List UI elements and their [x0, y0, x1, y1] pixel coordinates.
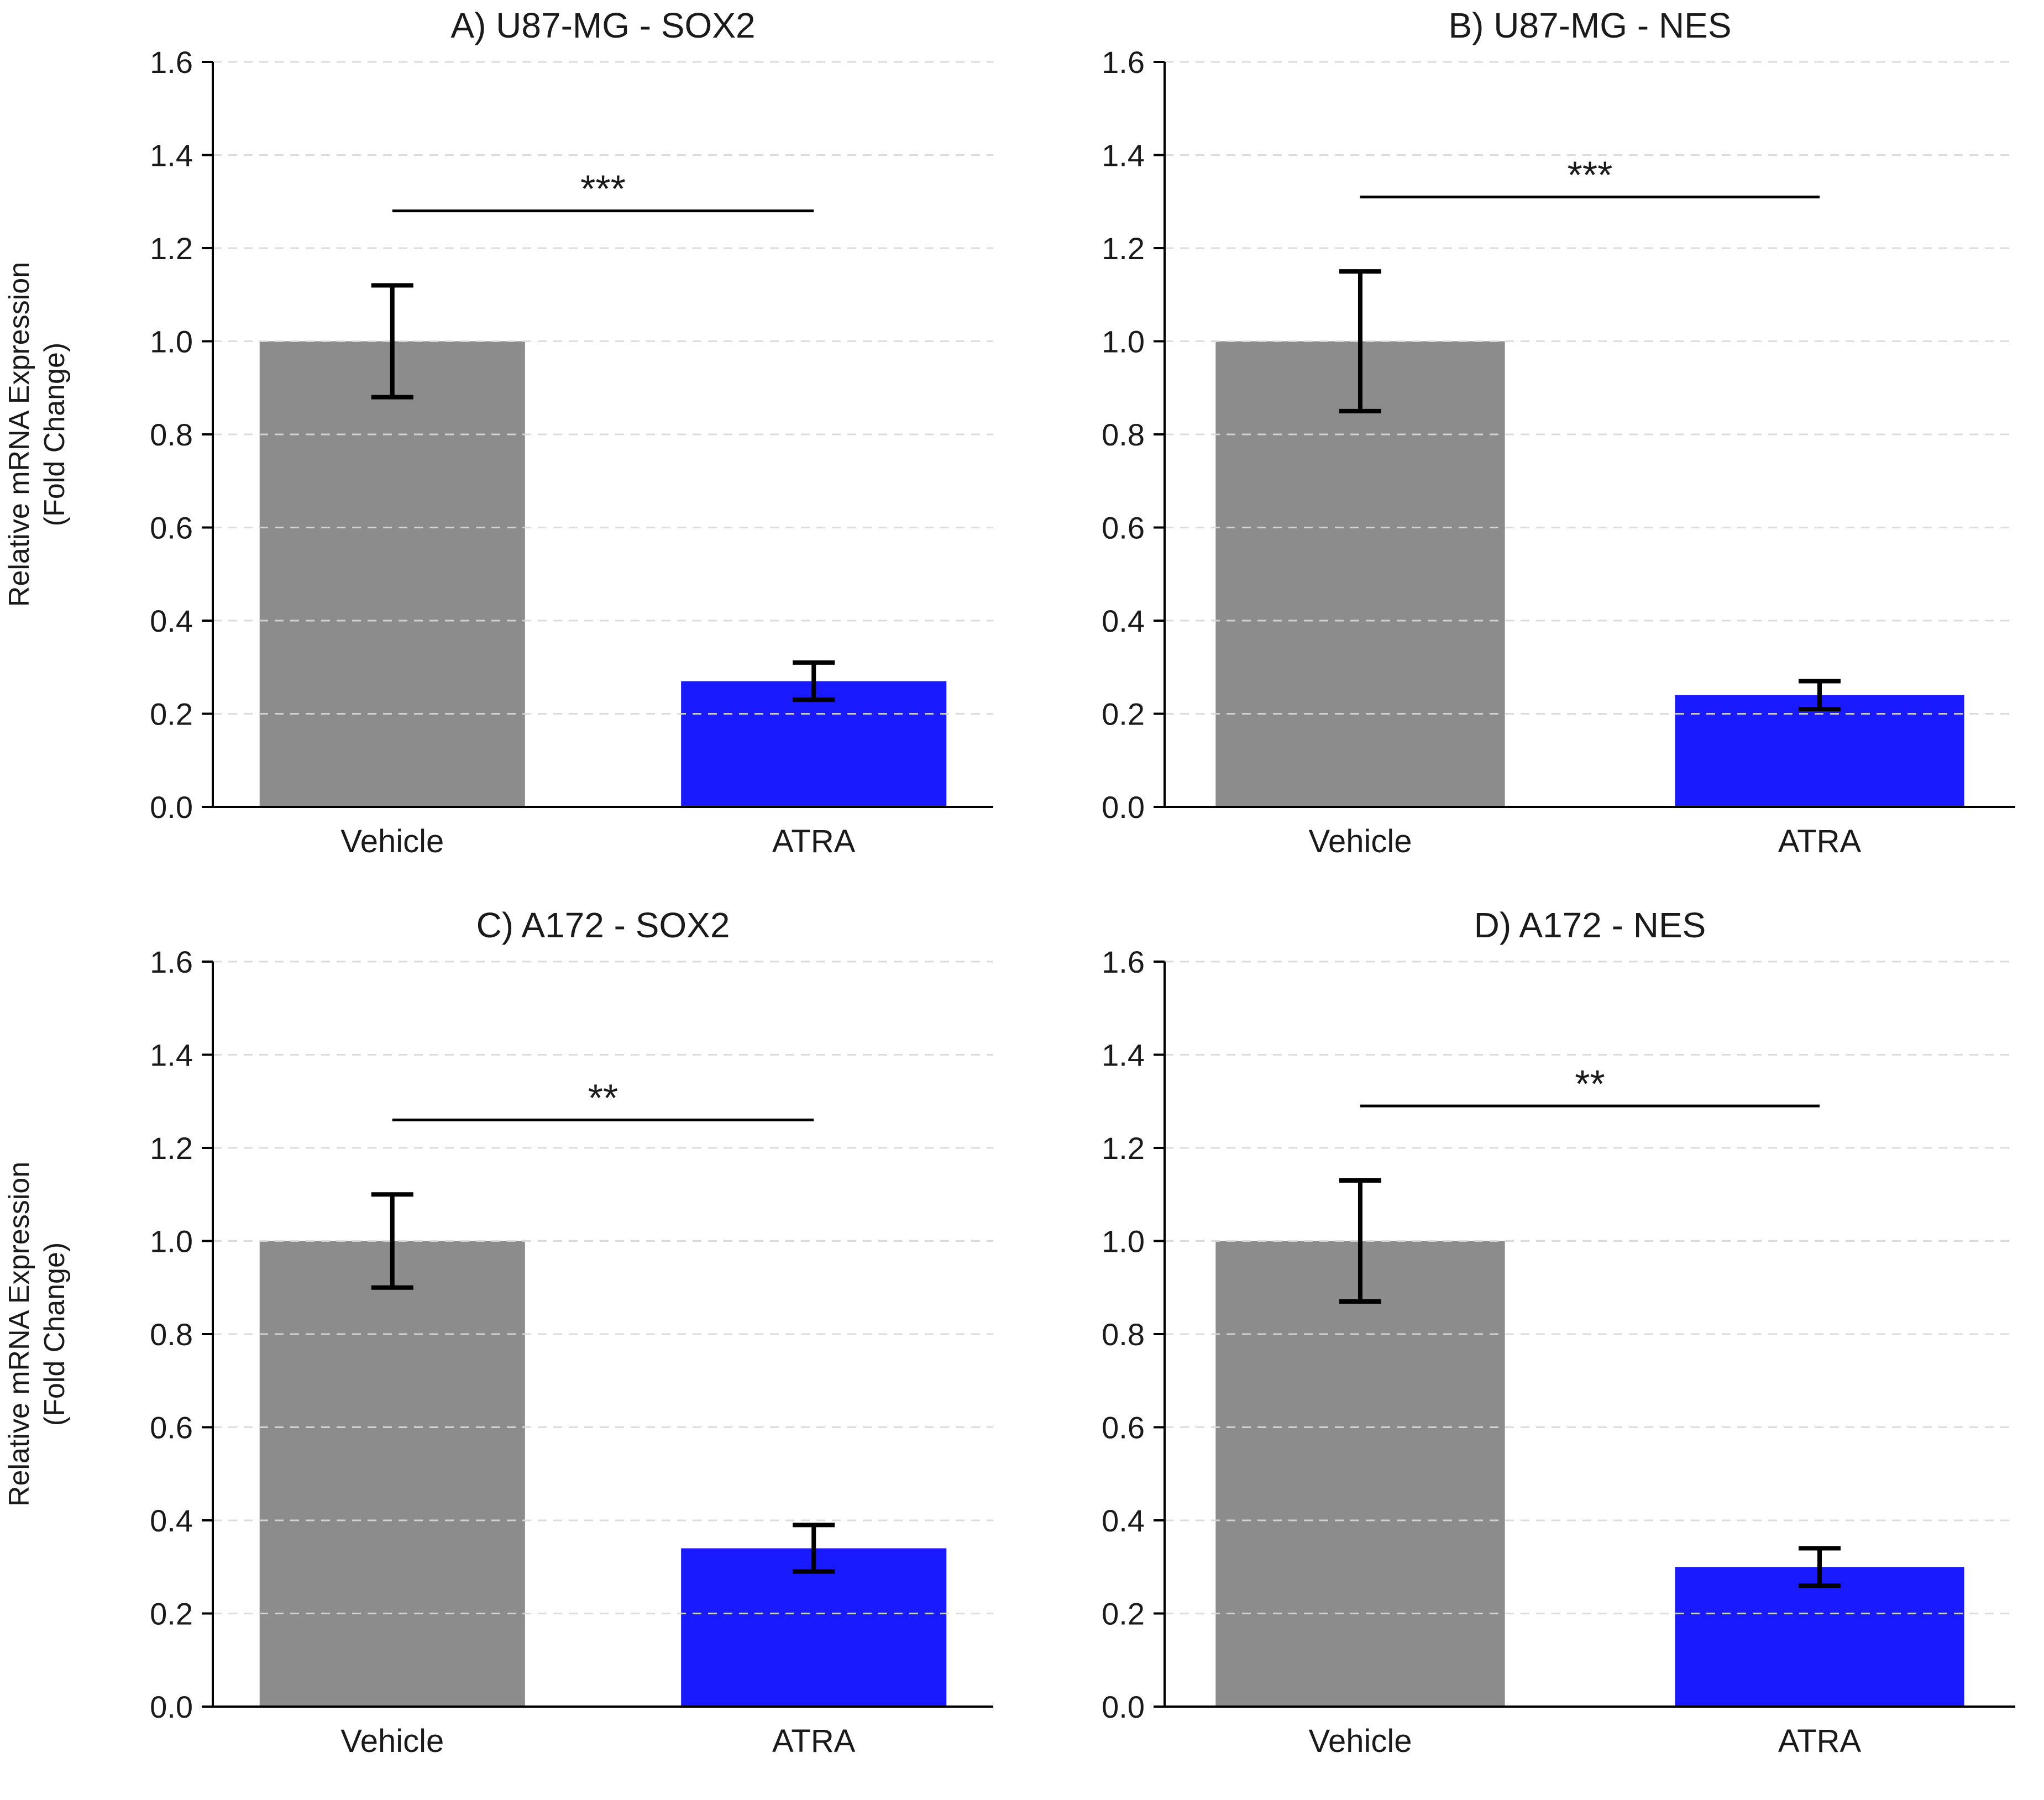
- bar-atra: [1675, 1567, 1964, 1707]
- x-tick-label: Vehicle: [1308, 1723, 1412, 1759]
- panel-a-chart: A) U87-MG - SOX2 Relative mRNA Expression…: [3, 6, 993, 859]
- panel-d: D) A172 - NES 0.0 0.2 0.4 0.6 0.8 1.0 1.2 1.4 1.6…: [1022, 900, 2044, 1799]
- y-tick-label: 0.8: [1102, 417, 1145, 452]
- y-tick-label: 1.2: [1102, 231, 1145, 266]
- y-tick-label: 0.4: [1102, 1503, 1145, 1538]
- y-tick-label: 0.8: [150, 1317, 193, 1352]
- bar-vehicle: [1215, 1241, 1505, 1707]
- y-tick-label: 1.6: [150, 45, 193, 80]
- y-tick-label: 0.4: [150, 1503, 193, 1538]
- panel-c-chart: C) A172 - SOX2 Relative mRNA Expression (F…: [3, 905, 993, 1759]
- y-tick-label: 1.6: [1102, 944, 1145, 979]
- y-tick-label: 1.6: [1102, 45, 1145, 80]
- y-tick-label: 1.2: [1102, 1131, 1145, 1166]
- y-tick-label: 0.6: [150, 1410, 193, 1445]
- bar-vehicle: [1215, 341, 1505, 807]
- y-tick-label: 1.2: [150, 231, 193, 266]
- y-axis-label-line2: (Fold Change): [39, 1242, 71, 1426]
- bar-vehicle: [259, 341, 525, 807]
- y-tick-label: 0.2: [150, 697, 193, 732]
- x-tick-label: ATRA: [772, 823, 856, 859]
- y-tick-label: 0.0: [1102, 790, 1145, 825]
- chart-title: C) A172 - SOX2: [476, 905, 730, 945]
- panel-c: C) A172 - SOX2 Relative mRNA Expression (F…: [0, 900, 1022, 1799]
- y-tick-label: 0.6: [150, 511, 193, 545]
- y-tick-label: 0.2: [1102, 1597, 1145, 1631]
- y-axis-label-line1: Relative mRNA Expression: [3, 262, 35, 607]
- chart-title: B) U87-MG - NES: [1448, 6, 1731, 45]
- y-axis-label-line1: Relative mRNA Expression: [3, 1162, 35, 1507]
- y-tick-label: 0.4: [1102, 604, 1145, 638]
- chart-title: A) U87-MG - SOX2: [450, 6, 755, 45]
- significance-stars: **: [1575, 1062, 1605, 1105]
- y-tick-label: 1.4: [150, 1038, 193, 1073]
- x-tick-label: Vehicle: [340, 823, 444, 859]
- x-tick-label: Vehicle: [1308, 823, 1412, 859]
- panel-b: B) U87-MG - NES 0.0 0.2 0.4 0.6 0.8 1.0 1.2 1.4 1…: [1022, 0, 2044, 900]
- y-tick-label: 1.0: [150, 1224, 193, 1259]
- y-tick-label: 1.0: [150, 324, 193, 359]
- y-tick-label: 1.4: [1102, 138, 1145, 173]
- significance-stars: ***: [1568, 153, 1613, 196]
- bar-atra: [681, 681, 947, 807]
- bar-atra: [681, 1548, 947, 1707]
- y-axis-label-line2: (Fold Change): [39, 343, 71, 526]
- y-tick-label: 0.2: [150, 1597, 193, 1631]
- x-tick-label: ATRA: [772, 1723, 856, 1759]
- chart-title: D) A172 - NES: [1474, 905, 1706, 945]
- y-tick-label: 1.4: [150, 138, 193, 173]
- bar-atra: [1675, 695, 1964, 807]
- y-tick-label: 1.6: [150, 944, 193, 979]
- y-tick-label: 0.6: [1102, 511, 1145, 545]
- y-tick-label: 0.8: [150, 417, 193, 452]
- y-tick-label: 0.0: [1102, 1689, 1145, 1724]
- y-tick-label: 0.0: [150, 1689, 193, 1724]
- panel-a: A) U87-MG - SOX2 Relative mRNA Expression…: [0, 0, 1022, 900]
- y-tick-label: 0.6: [1102, 1410, 1145, 1445]
- x-tick-label: Vehicle: [340, 1723, 444, 1759]
- y-tick-label: 1.4: [1102, 1038, 1145, 1073]
- y-tick-label: 1.0: [1102, 324, 1145, 359]
- y-tick-label: 1.0: [1102, 1224, 1145, 1259]
- significance-stars: ***: [580, 167, 626, 211]
- y-tick-label: 0.4: [150, 604, 193, 638]
- x-tick-label: ATRA: [1778, 823, 1862, 859]
- significance-stars: **: [588, 1076, 618, 1119]
- bar-vehicle: [259, 1241, 525, 1707]
- y-tick-label: 0.0: [150, 790, 193, 825]
- y-tick-label: 0.2: [1102, 697, 1145, 732]
- panel-b-chart: B) U87-MG - NES 0.0 0.2 0.4 0.6 0.8 1.0 1.2 1.4 1…: [1102, 6, 2015, 859]
- panel-d-chart: D) A172 - NES 0.0 0.2 0.4 0.6 0.8 1.0 1.2 1.4 1.6…: [1102, 905, 2015, 1759]
- x-tick-label: ATRA: [1778, 1723, 1862, 1759]
- y-tick-label: 0.8: [1102, 1317, 1145, 1352]
- y-tick-label: 1.2: [150, 1131, 193, 1166]
